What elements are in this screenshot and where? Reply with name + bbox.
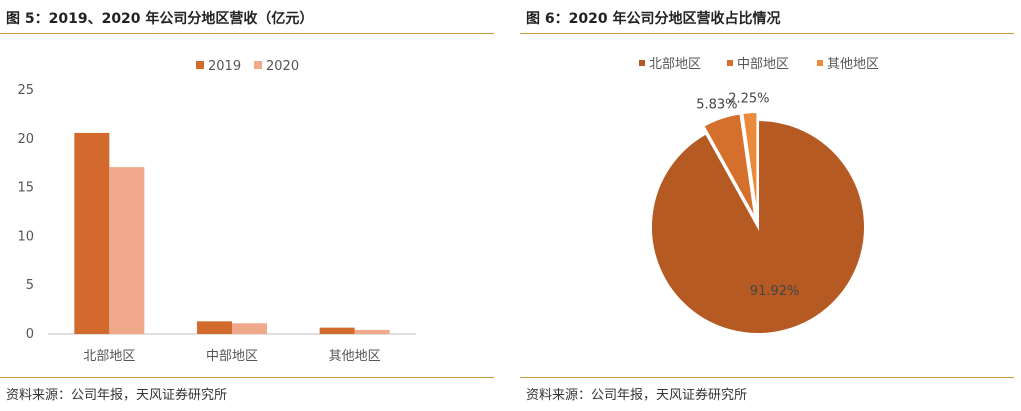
bottom-divider [520,377,1014,378]
pie-chart-svg: 北部地区 中部地区 其他地区 91.92% 5.83%2.25% [639,57,879,335]
legend-label: 中部地区 [737,57,789,72]
pie-chart-figure-title: 图 6：2020 年公司分地区营收占比情况 [526,11,781,27]
legend-swatch [817,60,823,66]
bar-2020 [354,329,390,334]
legend-label: 北部地区 [649,57,701,72]
bar-chart-svg: 0 5 10 15 20 25 北部地区 中部地区 其他地区 2019 2020 [17,59,416,364]
legend-label: 2020 [266,59,299,74]
y-tick-label: 20 [17,132,34,147]
x-tick-label: 其他地区 [329,349,381,364]
x-tick-label: 中部地区 [206,349,258,364]
bar-2019 [197,321,232,334]
legend-swatch [727,60,733,66]
y-tick-label: 10 [17,229,34,244]
bottom-divider [0,377,494,378]
legend-label: 其他地区 [827,57,879,72]
x-tick-label: 北部地区 [83,349,135,364]
y-tick-label: 25 [17,83,34,98]
pie-slice [650,118,866,335]
bar-2019 [319,327,355,334]
pie-value-label: 2.25% [728,91,769,106]
legend-swatch-2020 [254,61,262,69]
top-divider [0,33,494,34]
pie-slice [741,111,759,220]
pie-value-label: 91.92% [750,284,800,299]
y-tick-label: 0 [26,327,34,342]
pie-slice [702,112,757,220]
bar-2020 [232,323,267,334]
pie-chart-panel: 图 6：2020 年公司分地区营收占比情况 北部地区 中部地区 其他地区 91.92%… [520,0,1014,411]
y-tick-label: 15 [17,181,34,196]
top-divider [520,33,1014,34]
y-tick-label: 5 [26,278,34,293]
legend-swatch [639,60,645,66]
pie-value-label: 5.83% [696,98,737,113]
bar-chart-figure-title: 图 5：2019、2020 年公司分地区营收（亿元） [6,11,314,27]
legend-label: 2019 [208,59,241,74]
bar-chart-panel: 图 5：2019、2020 年公司分地区营收（亿元） 0 5 10 15 20 25 北部地… [0,0,494,411]
bar-2019 [74,132,110,334]
legend-swatch-2019 [196,61,204,69]
bar-chart-source-note: 资料来源：公司年报，天风证券研究所 [6,388,228,403]
bar-2020 [109,167,145,334]
pie-chart-source-note: 资料来源：公司年报，天风证券研究所 [526,388,748,403]
